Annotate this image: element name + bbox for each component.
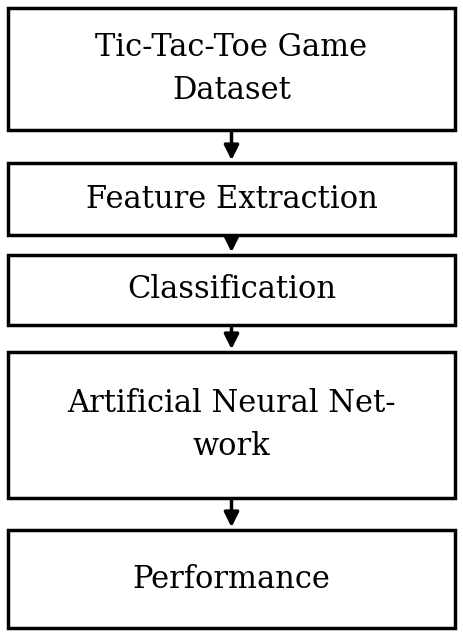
Bar <box>8 530 455 628</box>
Bar <box>8 8 455 130</box>
Text: Artificial Neural Net-
work: Artificial Neural Net- work <box>67 388 396 462</box>
Text: Classification: Classification <box>127 275 336 305</box>
Bar <box>8 255 455 325</box>
Text: Feature Extraction: Feature Extraction <box>86 184 377 214</box>
Bar <box>8 163 455 235</box>
Bar <box>8 352 455 498</box>
Text: Tic-Tac-Toe Game
Dataset: Tic-Tac-Toe Game Dataset <box>95 32 368 106</box>
Text: Performance: Performance <box>132 563 331 595</box>
